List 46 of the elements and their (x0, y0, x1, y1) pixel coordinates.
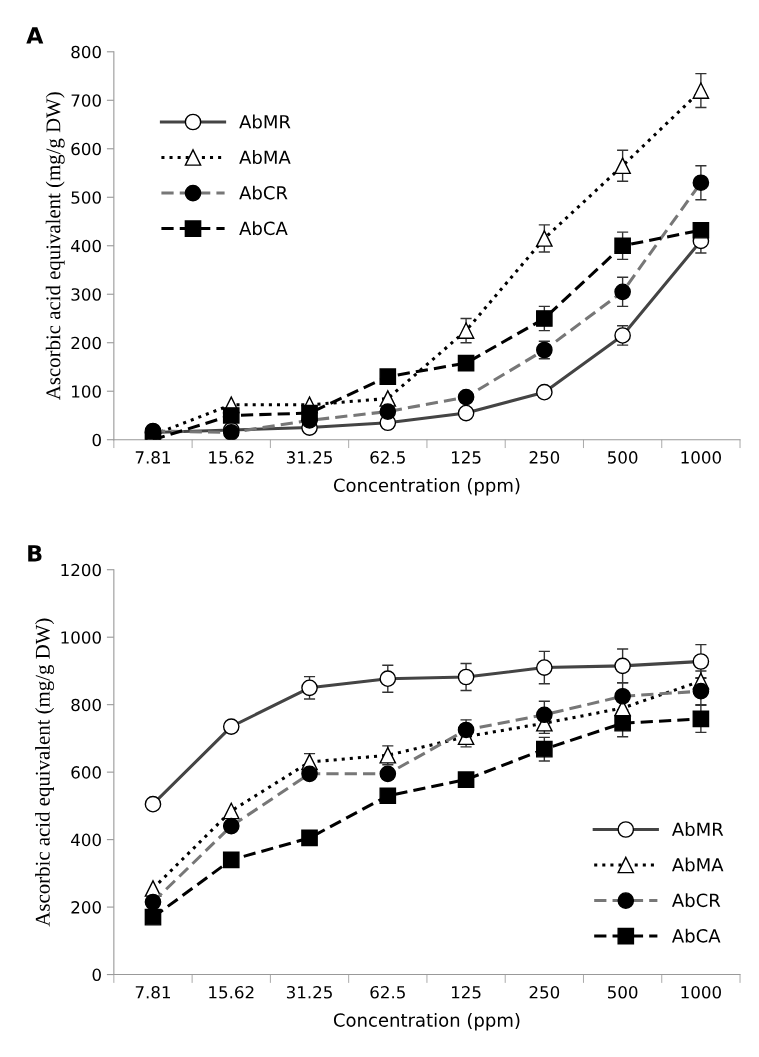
y-tick-label: 1200 (61, 563, 101, 577)
y-tick-label: 800 (71, 698, 101, 712)
y-tick-label: 200 (71, 901, 101, 914)
y-tick-label: 0 (92, 968, 101, 982)
x-tick-label: 31.25 (286, 985, 332, 999)
legend-label: AbCA (671, 928, 721, 943)
x-tick-label: 7.81 (135, 985, 170, 999)
y-tick-label: 800 (71, 45, 101, 59)
x-axis-title: Concentration (ppm) (333, 478, 520, 496)
x-tick-label: 125 (452, 985, 481, 999)
y-tick-label: 600 (71, 766, 101, 779)
y-axis-title: Ascorbic acid equivalent (mg/g DW) (45, 92, 65, 401)
y-tick-label: 700 (71, 94, 101, 107)
legend-label: AbMA (671, 857, 724, 872)
y-tick-label: 500 (71, 191, 101, 204)
x-axis-title: Concentration (ppm) (333, 1012, 520, 1031)
y-tick-label: 400 (71, 239, 101, 253)
x-tick-label: 62.5 (370, 985, 405, 999)
chart-title: B (28, 545, 42, 562)
x-tick-label: 250 (529, 985, 560, 999)
x-tick-label: 125 (452, 451, 481, 464)
y-tick-label: 0 (92, 433, 101, 447)
y-tick-label: 1000 (61, 631, 101, 644)
x-tick-label: 62.5 (370, 451, 405, 464)
x-tick-label: 31.25 (286, 451, 332, 464)
y-tick-label: 100 (72, 385, 101, 398)
x-tick-label: 1000 (681, 985, 721, 999)
y-tick-label: 600 (71, 142, 101, 156)
legend-label: AbMR (239, 114, 291, 129)
x-tick-label: 500 (608, 451, 638, 464)
y-tick-label: 400 (71, 833, 101, 847)
x-tick-label: 7.81 (135, 451, 170, 464)
legend-label: AbCA (239, 221, 288, 236)
x-tick-label: 500 (608, 985, 638, 999)
y-axis-title: Ascorbic acid equivalent (mg/g DW) (35, 618, 55, 927)
legend-label: AbMA (239, 150, 291, 165)
legend-label: AbCR (671, 893, 721, 908)
legend-label: AbCR (239, 185, 288, 200)
x-tick-label: 15.62 (209, 451, 254, 464)
chart-title: A (26, 27, 44, 44)
legend-label: AbMR (671, 822, 724, 837)
y-tick-label: 300 (71, 288, 101, 301)
y-tick-label: 200 (71, 336, 101, 350)
x-tick-label: 15.62 (209, 985, 254, 999)
x-tick-label: 1000 (681, 451, 721, 464)
x-tick-label: 250 (529, 451, 560, 464)
